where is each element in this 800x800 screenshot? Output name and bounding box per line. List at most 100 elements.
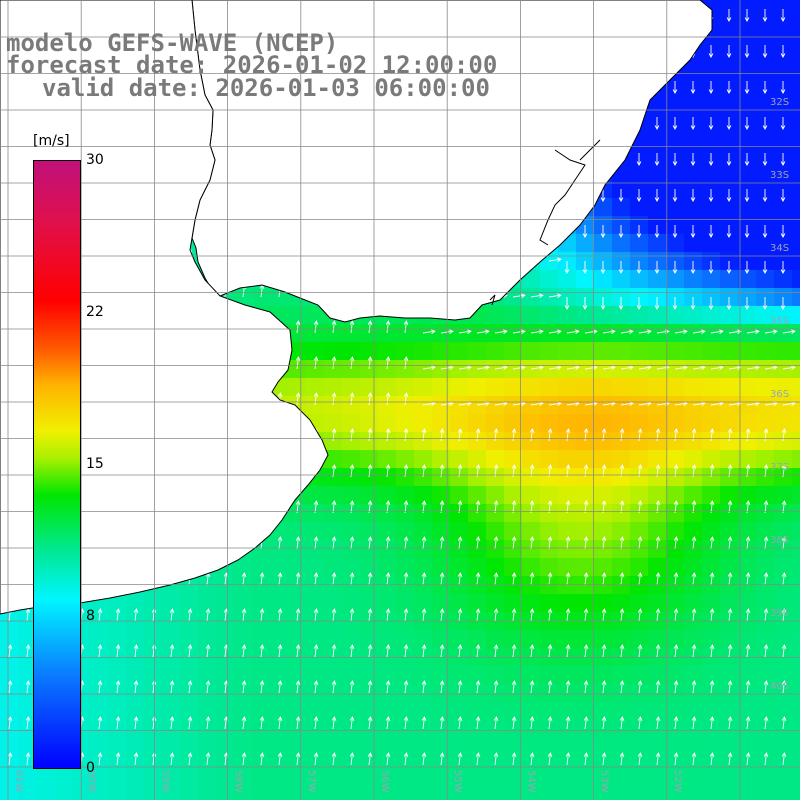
- wind-arrow: [746, 365, 760, 370]
- wind-arrow: [511, 644, 517, 658]
- wind-speed-cell: [756, 540, 775, 559]
- wind-speed-cell: [756, 792, 775, 800]
- wind-speed-cell: [414, 774, 433, 793]
- wind-speed-cell: [738, 702, 757, 721]
- wind-speed-cell: [504, 468, 523, 487]
- wind-speed-cell: [522, 630, 541, 649]
- wind-arrow: [530, 293, 544, 298]
- wind-speed-cell: [738, 378, 757, 397]
- wind-speed-cell: [666, 738, 685, 757]
- wind-speed-cell: [414, 630, 433, 649]
- wind-arrow: [512, 365, 526, 370]
- wind-speed-cell: [666, 558, 685, 577]
- wind-arrow: [601, 572, 607, 586]
- wind-speed-cell: [684, 126, 703, 145]
- wind-speed-cell: [774, 630, 793, 649]
- wind-speed-cell: [756, 504, 775, 523]
- wind-speed-cell: [450, 756, 469, 775]
- wind-speed-cell: [756, 198, 775, 217]
- wind-arrow: [530, 329, 544, 334]
- wind-speed-cell: [126, 738, 145, 757]
- wind-speed-cell: [738, 54, 757, 73]
- wind-arrow: [457, 644, 463, 658]
- wind-speed-cell: [540, 594, 559, 613]
- wind-speed-cell: [594, 414, 613, 433]
- wind-arrow: [637, 716, 643, 730]
- wind-speed-cell: [396, 576, 415, 595]
- wind-speed-cell: [720, 738, 739, 757]
- wind-speed-cell: [504, 342, 523, 361]
- wind-speed-cell: [198, 684, 217, 703]
- wind-speed-cell: [324, 378, 343, 397]
- wind-speed-cell: [702, 90, 721, 109]
- wind-speed-cell: [378, 684, 397, 703]
- wind-speed-cell: [756, 756, 775, 775]
- wind-speed-cell: [108, 738, 127, 757]
- wind-speed-cell: [594, 378, 613, 397]
- wind-speed-cell: [378, 468, 397, 487]
- wind-speed-cell: [774, 414, 793, 433]
- wind-arrow: [600, 297, 606, 310]
- colorbar-tick-0: 0: [86, 760, 95, 776]
- wind-speed-cell: [756, 54, 775, 73]
- wind-speed-cell: [450, 702, 469, 721]
- wind-speed-cell: [162, 774, 181, 793]
- wind-speed-cell: [306, 738, 325, 757]
- wind-speed-cell: [612, 594, 631, 613]
- wind-speed-cell: [612, 738, 631, 757]
- wind-arrow: [494, 329, 508, 334]
- wind-arrow: [745, 680, 751, 694]
- wind-speed-cell: [738, 342, 757, 361]
- wind-speed-cell: [648, 684, 667, 703]
- wind-arrow: [349, 500, 355, 514]
- wind-speed-cell: [360, 684, 379, 703]
- wind-speed-cell: [432, 432, 451, 451]
- wind-arrow: [673, 716, 679, 730]
- wind-arrow: [762, 117, 768, 130]
- wind-speed-cell: [648, 504, 667, 523]
- wind-speed-cell: [360, 774, 379, 793]
- wind-arrow: [277, 716, 283, 730]
- wind-arrow: [493, 608, 499, 622]
- wind-arrow: [744, 189, 750, 202]
- wind-speed-cell: [648, 756, 667, 775]
- wind-speed-cell: [720, 684, 739, 703]
- wind-speed-cell: [234, 630, 253, 649]
- wind-speed-cell: [522, 738, 541, 757]
- wind-speed-cell: [144, 684, 163, 703]
- wind-speed-cell: [612, 558, 631, 577]
- wind-speed-cell: [738, 540, 757, 559]
- wind-arrow: [762, 153, 768, 166]
- wind-arrow: [547, 716, 553, 730]
- wind-speed-cell: [594, 702, 613, 721]
- wind-speed-cell: [738, 162, 757, 181]
- wind-speed-cell: [630, 450, 649, 469]
- wind-arrow: [672, 225, 678, 238]
- wind-speed-cell: [630, 342, 649, 361]
- wind-speed-cell: [360, 342, 379, 361]
- wind-arrow: [691, 500, 697, 514]
- longitude-label: 53W: [599, 770, 610, 793]
- wind-arrow: [277, 644, 283, 658]
- wind-arrow: [654, 189, 660, 202]
- wind-speed-cell: [126, 774, 145, 793]
- wind-speed-cell: [774, 378, 793, 397]
- wind-arrow: [601, 536, 607, 550]
- wind-speed-cell: [756, 342, 775, 361]
- wind-speed-cell: [342, 360, 361, 379]
- wind-arrow: [25, 680, 31, 694]
- wind-speed-cell: [144, 792, 163, 800]
- wind-speed-cell: [468, 378, 487, 397]
- wind-speed-cell: [630, 414, 649, 433]
- wind-arrow: [439, 500, 445, 514]
- wind-speed-cell: [180, 792, 199, 800]
- wind-speed-cell: [486, 414, 505, 433]
- wind-speed-cell: [342, 324, 361, 343]
- wind-speed-cell: [108, 666, 127, 685]
- wind-speed-cell: [792, 486, 800, 505]
- wind-speed-cell: [648, 576, 667, 595]
- wind-speed-cell: [630, 234, 649, 253]
- wind-arrow: [673, 680, 679, 694]
- wind-speed-cell: [558, 558, 577, 577]
- wind-speed-cell: [738, 522, 757, 541]
